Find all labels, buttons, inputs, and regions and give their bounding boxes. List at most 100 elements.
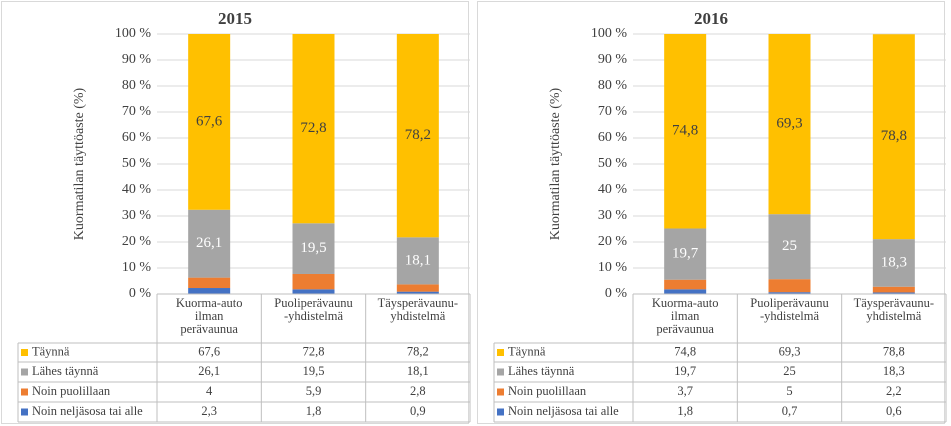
category-label: Puoliperävaunu <box>274 296 353 310</box>
table-value: 2,8 <box>410 384 426 398</box>
bar-segment <box>188 209 231 278</box>
y-tick-label: 30 % <box>122 208 152 223</box>
bar-segment <box>188 288 231 294</box>
legend-label: Lähes täynnä <box>32 364 99 378</box>
legend-marker <box>497 368 504 376</box>
table-value: 26,1 <box>198 364 220 378</box>
bar-segment <box>664 34 707 229</box>
legend-label: Täynnä <box>508 344 546 358</box>
category-label: Kuorma-auto <box>176 296 243 310</box>
bar-segment <box>292 223 335 274</box>
y-tick-label: 40 % <box>598 182 628 197</box>
bar-segment <box>872 292 915 294</box>
bar-segment <box>872 34 915 240</box>
category-label: Täysperävaunu- <box>854 296 935 310</box>
table-value: 19,5 <box>303 364 325 378</box>
y-axis-label: Kuormatilan täyttöaste (%) <box>548 87 563 240</box>
legend-marker <box>497 388 504 396</box>
bar-segment <box>768 34 811 215</box>
table-value: 4 <box>206 384 213 398</box>
table-value: 67,6 <box>198 344 220 358</box>
table-value: 5 <box>786 384 792 398</box>
legend-marker <box>497 349 504 356</box>
bar-segment <box>664 289 707 294</box>
table-value: 0,9 <box>410 404 426 418</box>
y-tick-label: 0 % <box>605 286 628 301</box>
y-tick-label: 50 % <box>598 156 628 171</box>
table-value: 1,8 <box>306 404 322 418</box>
table-value: 3,7 <box>677 384 693 398</box>
table-value: 2,2 <box>886 384 902 398</box>
y-tick-label: 20 % <box>122 234 152 249</box>
y-tick-label: 80 % <box>122 78 152 93</box>
panel-border <box>1 1 469 424</box>
chart-title: 2016 <box>694 9 728 28</box>
bar-segment <box>396 34 439 238</box>
bar-segment <box>188 34 231 210</box>
panel-border <box>477 1 945 424</box>
legend-marker <box>21 368 28 376</box>
category-label: -yhdistelmä <box>284 309 343 323</box>
y-tick-label: 50 % <box>122 156 152 171</box>
data-label: 67,6 <box>196 113 223 129</box>
chart-title: 2015 <box>218 9 252 28</box>
y-tick-label: 60 % <box>122 130 152 145</box>
y-tick-label: 30 % <box>598 208 628 223</box>
bar-segment <box>188 277 231 289</box>
category-label: perävaunua <box>180 322 238 336</box>
category-label: Täysperävaunu- <box>378 296 459 310</box>
y-axis-label: Kuormatilan täyttöaste (%) <box>72 87 87 240</box>
table-value: 78,2 <box>407 344 429 358</box>
legend-marker <box>21 388 28 396</box>
table-value: 72,8 <box>303 344 325 358</box>
table-value: 19,7 <box>674 364 696 378</box>
bar-segment <box>872 286 915 293</box>
y-tick-label: 10 % <box>598 260 628 275</box>
legend-label: Noin neljäsosa tai alle <box>508 404 619 418</box>
table-value: 25 <box>783 364 796 378</box>
bar-segment <box>292 289 335 294</box>
data-label: 72,8 <box>300 120 326 136</box>
data-label: 69,3 <box>776 116 802 132</box>
bar-segment <box>292 273 335 290</box>
legend-label: Lähes täynnä <box>508 364 575 378</box>
category-label: ilman <box>671 309 700 323</box>
data-label: 78,2 <box>405 127 431 143</box>
data-label: 19,7 <box>672 246 699 262</box>
bar-segment <box>872 239 915 287</box>
bar-segment <box>292 34 335 224</box>
category-label: Kuorma-auto <box>652 296 719 310</box>
bar-segment <box>768 214 811 280</box>
bar-segment <box>664 228 707 280</box>
legend-marker <box>21 408 28 416</box>
data-label: 18,3 <box>881 254 907 270</box>
y-tick-label: 70 % <box>122 104 152 119</box>
data-label: 19,5 <box>300 240 326 256</box>
table-value: 5,9 <box>306 384 322 398</box>
category-label: ilman <box>195 309 224 323</box>
legend-marker <box>21 349 28 356</box>
bar-segment <box>396 291 439 294</box>
table-value: 69,3 <box>779 344 801 358</box>
y-tick-label: 0 % <box>129 286 152 301</box>
table-value: 18,3 <box>883 364 905 378</box>
data-label: 25 <box>782 238 797 254</box>
legend-label: Noin puolillaan <box>508 384 587 398</box>
data-label: 74,8 <box>672 123 698 139</box>
bar-segment <box>768 292 811 294</box>
bar-segment <box>768 279 811 293</box>
y-tick-label: 100 % <box>591 26 628 41</box>
y-tick-label: 40 % <box>122 182 152 197</box>
category-label: -yhdistelmä <box>760 309 819 323</box>
legend-marker <box>497 408 504 416</box>
table-value: 0,7 <box>782 404 798 418</box>
y-tick-label: 60 % <box>598 130 628 145</box>
y-tick-label: 10 % <box>122 260 152 275</box>
table-value: 78,8 <box>883 344 905 358</box>
data-label: 26,1 <box>196 235 222 251</box>
y-tick-label: 80 % <box>598 78 628 93</box>
y-tick-label: 90 % <box>122 52 152 67</box>
category-label: yhdistelmä <box>390 309 445 323</box>
y-tick-label: 70 % <box>598 104 628 119</box>
